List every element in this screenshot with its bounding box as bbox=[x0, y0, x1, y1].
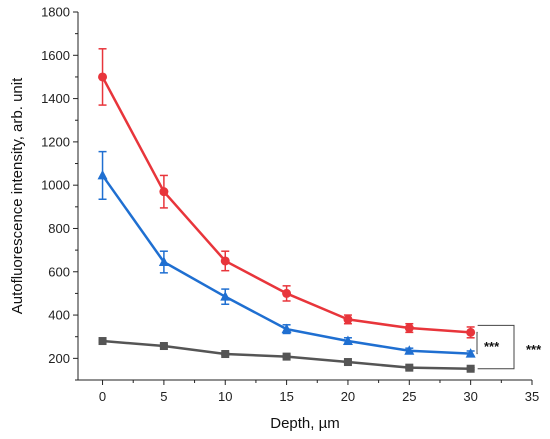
data-point bbox=[98, 72, 108, 82]
y-tick-label: 1400 bbox=[41, 91, 70, 106]
data-point bbox=[466, 364, 475, 373]
y-tick-label: 1600 bbox=[41, 48, 70, 63]
x-tick-label: 30 bbox=[463, 389, 477, 404]
x-tick-label: 5 bbox=[160, 389, 167, 404]
data-point bbox=[159, 342, 168, 351]
data-point bbox=[404, 345, 415, 355]
data-point bbox=[343, 358, 352, 367]
y-tick-label: 800 bbox=[48, 221, 70, 236]
significance-label: *** bbox=[484, 339, 500, 354]
x-tick-label: 35 bbox=[525, 389, 539, 404]
data-point bbox=[158, 256, 169, 267]
data-point bbox=[282, 288, 292, 298]
series-layer bbox=[97, 48, 476, 373]
data-point bbox=[404, 323, 414, 333]
x-tick-label: 15 bbox=[279, 389, 293, 404]
y-tick-label: 1800 bbox=[41, 5, 70, 20]
data-point bbox=[220, 291, 231, 301]
x-tick-label: 10 bbox=[218, 389, 232, 404]
series-3 bbox=[98, 337, 475, 373]
y-tick-label: 1000 bbox=[41, 178, 70, 193]
x-tick-label: 0 bbox=[99, 389, 106, 404]
x-tick-label: 25 bbox=[402, 389, 416, 404]
bracket-red-blue bbox=[476, 331, 478, 355]
y-tick-label: 600 bbox=[48, 264, 70, 279]
annotations: *** *** bbox=[476, 324, 542, 370]
data-point bbox=[342, 335, 353, 346]
series-2 bbox=[97, 150, 476, 358]
y-tick-label: 1200 bbox=[41, 134, 70, 149]
data-point bbox=[465, 348, 476, 358]
y-axis-title: Autofluorescence intensity, arb. unit bbox=[9, 77, 26, 314]
data-point bbox=[405, 363, 414, 372]
y-tick-label: 400 bbox=[48, 308, 70, 323]
y-tick-label: 200 bbox=[48, 351, 70, 366]
data-point bbox=[98, 337, 107, 346]
axes: 200 400 600 800 1000 1200 1400 1600 1800 0 5 10 15 20… bbox=[41, 5, 539, 405]
data-point bbox=[97, 169, 108, 180]
series-1 bbox=[98, 48, 476, 339]
x-tick-label: 20 bbox=[341, 389, 355, 404]
x-axis-title: Depth, µm bbox=[270, 415, 340, 432]
data-point bbox=[159, 187, 169, 197]
significance-label: *** bbox=[526, 342, 542, 357]
data-point bbox=[221, 350, 230, 359]
data-point bbox=[281, 323, 292, 334]
data-point bbox=[466, 327, 476, 337]
data-point bbox=[343, 314, 353, 324]
data-point bbox=[282, 352, 291, 361]
data-point bbox=[220, 256, 230, 266]
bracket-red-gray bbox=[477, 324, 515, 370]
